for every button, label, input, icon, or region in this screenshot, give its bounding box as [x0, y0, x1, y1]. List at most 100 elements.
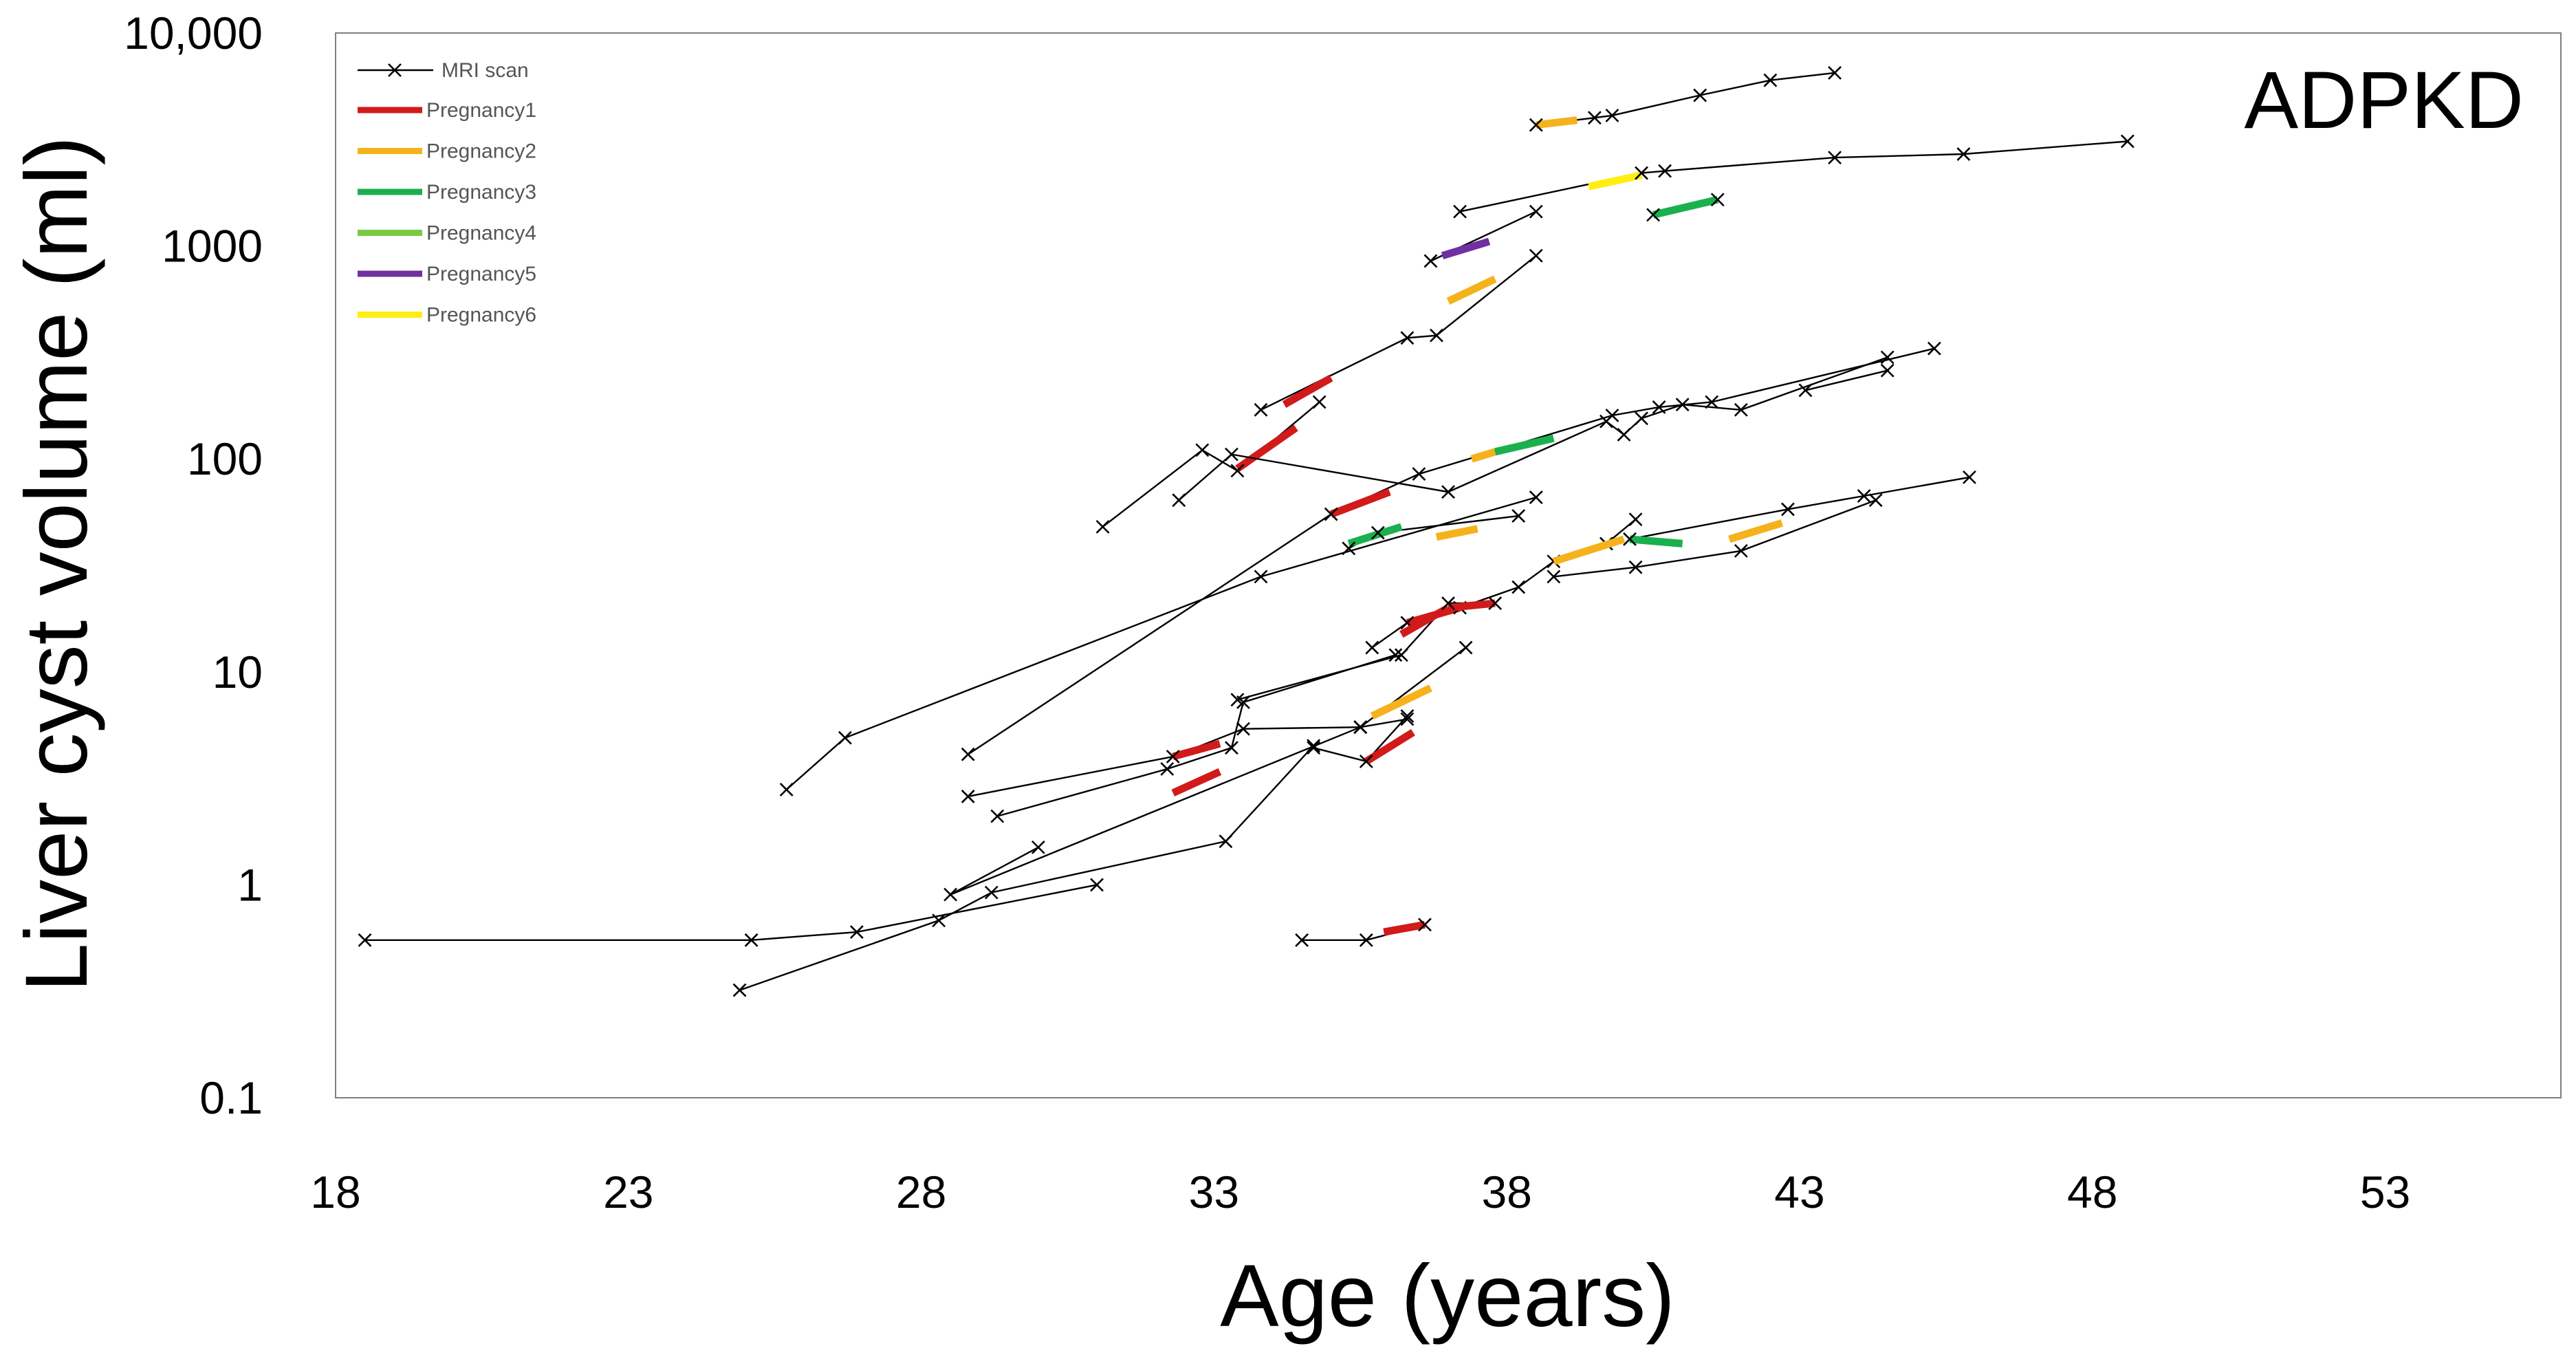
mri-scan-marker	[1307, 741, 1321, 755]
mri-scan-marker	[1617, 428, 1631, 442]
mri-scan-marker	[1646, 208, 1660, 222]
mri-scan-marker	[1529, 118, 1543, 132]
mri-scan-marker	[1400, 331, 1415, 345]
mri-scan-marker	[1459, 640, 1473, 655]
mri-scan-marker	[1635, 166, 1648, 180]
mri-scan-marker	[1172, 493, 1186, 508]
pregnancy-segment-p2	[1470, 448, 1496, 463]
panel-label: ADPKD	[2244, 55, 2524, 146]
pregnancy-segment-p1	[1448, 599, 1496, 612]
mri-scan-marker	[1587, 111, 1602, 125]
pregnancy-segment-p1	[1172, 739, 1221, 761]
pregnancy-segment-p1	[1235, 424, 1298, 472]
mri-scan-marker	[1400, 712, 1415, 726]
mri-scan-marker	[1236, 695, 1250, 709]
x-tick-label: 33	[1189, 1167, 1239, 1217]
mri-scan-marker	[1388, 648, 1403, 662]
mri-scan-marker	[1230, 464, 1245, 478]
series-line	[364, 884, 1098, 942]
series-line	[1178, 356, 1888, 501]
mri-scan-marker	[1430, 328, 1443, 343]
mri-scan-marker	[1798, 383, 1813, 398]
mri-scan-marker	[838, 730, 852, 745]
mri-scan-marker	[1511, 580, 1526, 594]
legend-label: Pregnancy2	[426, 140, 536, 163]
legend-entry-p1: Pregnancy1	[358, 99, 536, 122]
series-line	[950, 726, 1361, 896]
series-line	[1536, 72, 1835, 126]
mri-scan-marker	[849, 925, 864, 940]
pregnancy-segment-p2	[1435, 525, 1478, 541]
series-patient-l	[990, 648, 1403, 823]
legend-entry-p6: Pregnancy6	[358, 304, 536, 327]
series-line	[1553, 499, 1877, 578]
series-patient-q	[732, 739, 1321, 997]
pregnancy-segment-p2	[1552, 535, 1626, 565]
legend-label: Pregnancy3	[426, 181, 536, 204]
y-axis-ticks: 0.1 1 10 100 1000 10,000	[124, 8, 263, 1123]
mri-scan-marker	[1418, 918, 1432, 932]
pregnancy-segment-p2	[1370, 684, 1432, 720]
legend-entry-p4: Pregnancy4	[358, 222, 536, 245]
mri-scan-marker	[1307, 739, 1321, 753]
series-patient-s	[1295, 918, 1432, 947]
mri-scan-marker	[1734, 402, 1748, 417]
mri-scan-marker	[1441, 596, 1455, 610]
mri-scan-marker	[1600, 414, 1613, 429]
legend: MRI scan Pregnancy1Pregnancy2Pregnancy3P…	[358, 59, 536, 327]
mri-scan-marker	[1511, 509, 1526, 523]
mri-scan-marker	[1880, 363, 1895, 378]
pregnancy-segment-p3	[1652, 195, 1718, 219]
series-patient-p	[943, 720, 1368, 902]
x-tick-label: 43	[1774, 1167, 1824, 1217]
y-tick-label: 100	[187, 433, 263, 484]
mri-scan-marker	[1412, 467, 1426, 481]
x-tick-label: 23	[603, 1167, 653, 1217]
pregnancy-segment-p2	[1728, 519, 1784, 543]
mri-scan-marker	[1547, 570, 1561, 584]
series-layer	[358, 66, 2135, 997]
series-patient-m	[961, 712, 1415, 803]
mri-scan-marker	[1371, 525, 1385, 540]
series-line	[1459, 140, 2128, 213]
mri-scan-marker	[1365, 640, 1379, 655]
mri-scan-marker	[1828, 66, 1842, 80]
legend-entry-p5: Pregnancy5	[358, 263, 536, 285]
mri-scan-marker	[1324, 507, 1338, 521]
series-patient-f	[779, 490, 1543, 796]
mri-scan-marker	[961, 747, 975, 761]
series-line	[1237, 602, 1496, 701]
y-tick-label: 1	[237, 859, 263, 910]
mri-scan-marker	[1628, 512, 1643, 527]
series-patient-u	[1623, 470, 1976, 548]
mri-scan-marker	[1295, 933, 1309, 947]
series-patient-o	[1353, 640, 1473, 735]
pregnancy-segment-p6	[1588, 171, 1643, 191]
x-tick-label: 48	[2067, 1167, 2117, 1217]
series-line	[739, 745, 1314, 991]
mri-scan-marker	[1441, 485, 1455, 499]
y-axis-title: Liver cyst volume (ml)	[8, 136, 106, 993]
mri-scan-marker	[1780, 502, 1795, 517]
pregnancy-segment-p1	[1282, 374, 1333, 408]
mri-scan-marker	[1693, 88, 1707, 102]
series-line	[1313, 715, 1408, 763]
legend-scan-marker-icon	[388, 63, 402, 77]
mri-scan-marker	[1195, 443, 1210, 457]
mri-scan-marker	[1312, 395, 1327, 409]
mri-scan-marker	[1956, 147, 1971, 161]
series-patient-b	[1453, 134, 2135, 219]
x-tick-label: 53	[2360, 1167, 2410, 1217]
series-line	[1805, 369, 1888, 391]
pregnancy-segment-p2	[1446, 275, 1497, 305]
series-line	[1260, 254, 1537, 411]
mri-scan-marker	[943, 887, 958, 902]
legend-label: Pregnancy5	[426, 263, 536, 285]
mri-scan-marker	[358, 933, 372, 947]
pregnancy-segment-p2	[1536, 116, 1578, 129]
legend-entry-p3: Pregnancy3	[358, 181, 536, 204]
mri-scan-marker	[990, 809, 1005, 823]
mri-scan-marker	[1868, 493, 1883, 508]
pregnancy-segment-p1	[1383, 920, 1426, 936]
mri-scan-marker	[1254, 402, 1268, 417]
